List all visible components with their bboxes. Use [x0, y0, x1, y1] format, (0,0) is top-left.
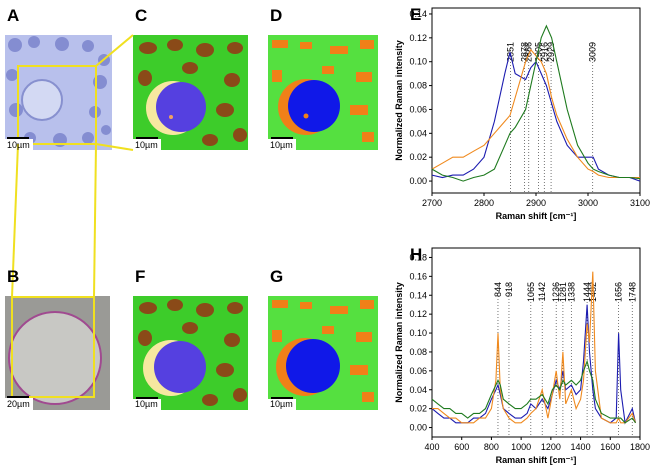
image-panel-c — [133, 35, 248, 150]
x-tick-label: 1000 — [511, 442, 531, 452]
x-tick-label: 3000 — [578, 198, 598, 208]
scale-bar-label: 10µm — [270, 140, 293, 150]
y-tick-label: 0.08 — [409, 347, 427, 357]
spectrum-line — [431, 52, 641, 182]
x-tick-label: 600 — [454, 442, 469, 452]
y-tick-label: 0.02 — [409, 152, 427, 162]
spectrum-line — [431, 359, 636, 424]
peak-label: 1656 — [614, 282, 624, 302]
scale-bar-label: 10µm — [135, 140, 158, 150]
peak-label: 918 — [504, 282, 514, 297]
y-tick-label: 0.14 — [409, 9, 427, 19]
panel-letter: C — [135, 6, 147, 25]
panel-letter: D — [270, 6, 282, 25]
panel-letter: H — [410, 245, 422, 264]
x-tick-label: 2900 — [526, 198, 546, 208]
x-tick-label: 2700 — [422, 198, 442, 208]
x-tick-label: 1200 — [541, 442, 561, 452]
y-tick-label: 0.18 — [409, 252, 427, 262]
peak-label: 2878 — [520, 42, 530, 62]
y-tick-label: 0.00 — [409, 176, 427, 186]
peak-label: 844 — [493, 282, 503, 297]
image-panel-f — [133, 296, 248, 410]
panel-letter: E — [410, 5, 421, 24]
plot-frame — [431, 247, 641, 438]
peak-label: 1142 — [537, 282, 547, 301]
spectrum-line — [431, 48, 640, 179]
y-tick-label: 0.08 — [409, 81, 427, 91]
image-panel-a — [5, 35, 112, 150]
x-tick-label: 1800 — [630, 442, 650, 452]
peak-label: 3009 — [588, 42, 598, 62]
peak-label: 2916 — [539, 42, 549, 62]
image-panel-d — [268, 35, 378, 150]
y-tick-label: 0.14 — [409, 290, 427, 300]
scale-bar-label: 10µm — [7, 140, 30, 150]
plot-frame — [431, 7, 641, 194]
y-tick-label: 0.00 — [409, 423, 427, 433]
panel-letter: F — [135, 267, 145, 286]
panel-letter: A — [7, 6, 19, 25]
scale-bar-label: 10µm — [135, 399, 158, 409]
y-axis-label: Normalized Raman intensity — [394, 40, 404, 161]
spectrum-line — [431, 304, 637, 425]
peak-label: 1236 — [551, 282, 561, 302]
y-tick-label: 0.02 — [409, 404, 427, 414]
y-tick-label: 0.06 — [409, 104, 427, 114]
x-axis-label: Raman shift [cm⁻¹] — [496, 211, 577, 221]
y-tick-label: 0.04 — [409, 385, 427, 395]
scale-bar-label: 20µm — [7, 399, 30, 409]
y-tick-label: 0.12 — [409, 309, 427, 319]
peak-label: 2851 — [506, 42, 516, 62]
y-tick-label: 0.04 — [409, 128, 427, 138]
y-tick-label: 0.12 — [409, 33, 427, 43]
peak-label: 2929 — [546, 42, 556, 62]
peak-label: 1281 — [558, 282, 568, 302]
x-tick-label: 400 — [424, 442, 439, 452]
x-tick-label: 800 — [484, 442, 499, 452]
scale-bar-label: 10µm — [270, 399, 293, 409]
y-tick-label: 0.10 — [409, 57, 427, 67]
panel-letter: B — [7, 267, 19, 286]
x-tick-label: 1400 — [571, 442, 591, 452]
peak-label: 1748 — [627, 282, 637, 302]
image-panel-b — [5, 296, 110, 410]
y-axis-label: Normalized Raman intensity — [394, 282, 404, 403]
y-tick-label: 0.06 — [409, 366, 427, 376]
peak-label: 1338 — [566, 282, 576, 302]
x-tick-label: 1600 — [600, 442, 620, 452]
image-panel-g — [268, 296, 378, 410]
peak-label: 1065 — [526, 282, 536, 302]
connector-lines — [11, 34, 134, 298]
peak-label: 2886 — [524, 42, 534, 62]
x-tick-label: 2800 — [474, 198, 494, 208]
x-tick-label: 3100 — [630, 198, 650, 208]
peak-label: 1444 — [582, 282, 592, 302]
peak-label: 1482 — [588, 282, 598, 302]
spectrum-line — [431, 24, 641, 182]
y-tick-label: 0.10 — [409, 328, 427, 338]
x-axis-label: Raman shift [cm⁻¹] — [496, 455, 577, 465]
y-tick-label: 0.16 — [409, 271, 427, 281]
panel-letter: G — [270, 267, 283, 286]
